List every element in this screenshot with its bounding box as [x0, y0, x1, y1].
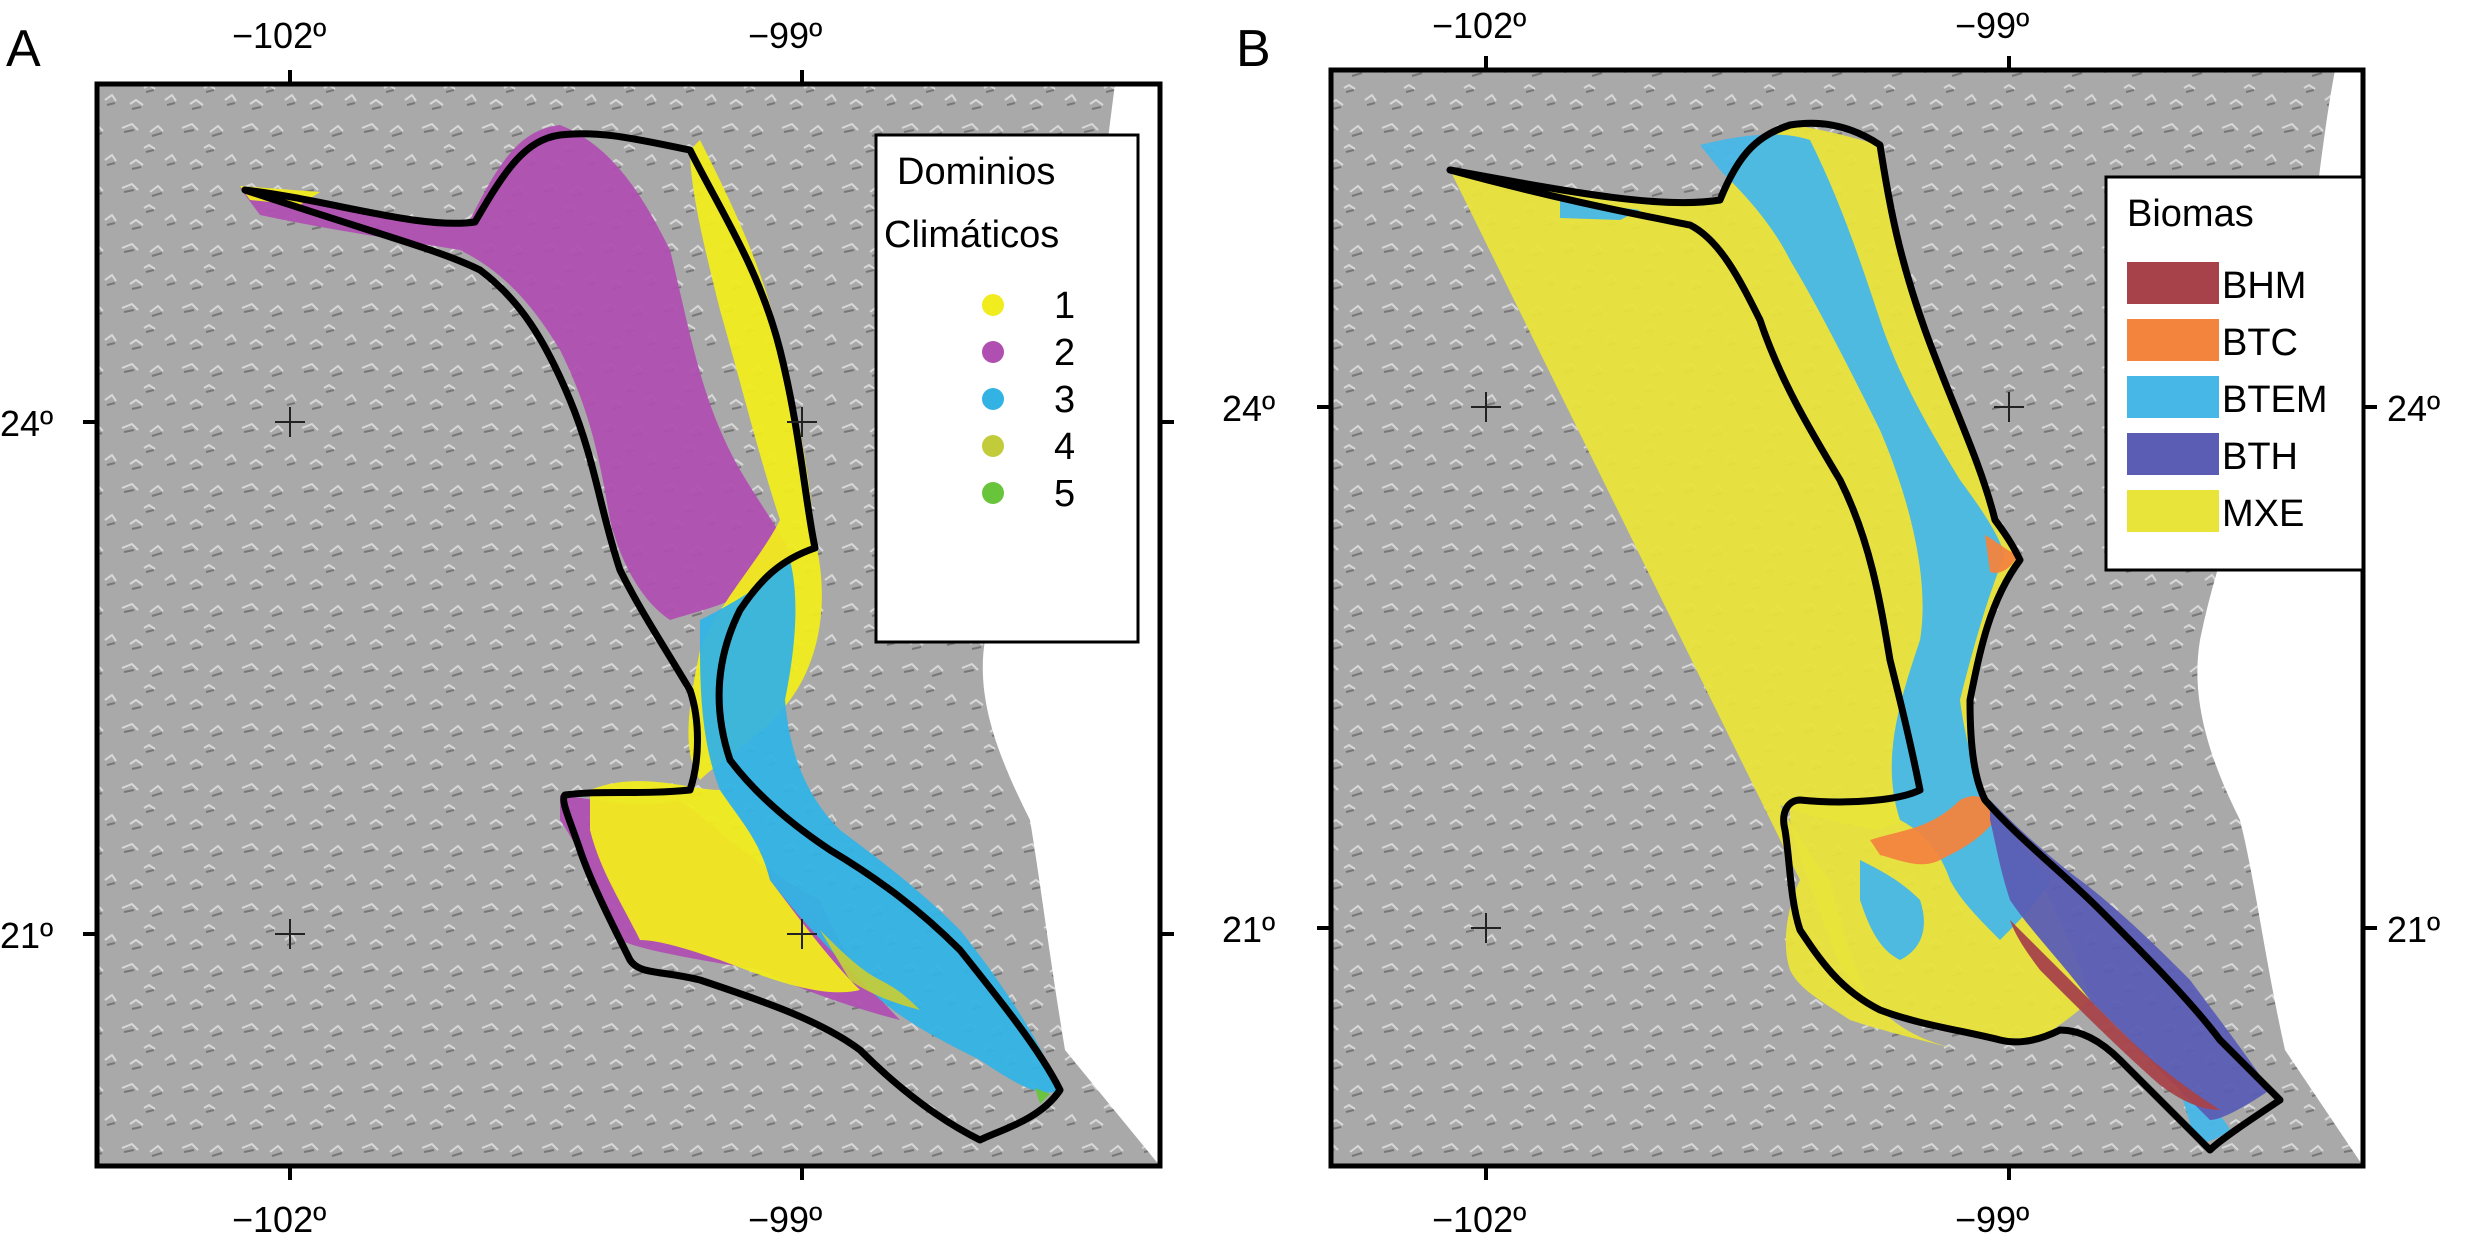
legend-swatch-mxe [2127, 490, 2219, 532]
panel-a-legend-box [874, 133, 1140, 644]
domain-5 [1035, 1088, 1050, 1104]
legend-swatch-btc [2127, 319, 2219, 361]
panel-a-bottom-tick-0: −102º [232, 1199, 326, 1240]
panel-b: B [1222, 5, 2440, 1240]
biome-btem-north [1700, 134, 2050, 941]
domain-2-north [240, 125, 790, 620]
panel-b-left-tick-0: 24º [1222, 388, 1275, 429]
panel-a-legend-items: 1 2 3 4 5 [982, 285, 1075, 515]
panel-b-tick-labels: −102º −99º −102º −99º 24º 21º 24º 21º [1222, 5, 2440, 1240]
panel-a: A [0, 15, 1174, 1240]
panel-a-frame [94, 81, 1163, 1169]
legend-label-btc: BTC [2222, 322, 2298, 364]
biome-btem-south-patch [1860, 860, 1924, 960]
panel-a-top-tick-0: −102º [232, 15, 326, 56]
panel-a-left-tick-1: 21º [0, 915, 53, 956]
legend-label-bth: BTH [2222, 436, 2298, 478]
legend-swatch-bhm [2127, 262, 2219, 304]
panel-b-legend: Biomas BHM BTC BTEM BTH MXE [2104, 175, 2365, 572]
legend-label-domain-3: 3 [1054, 379, 1075, 421]
panel-a-bottom-tick-1: −99º [748, 1199, 822, 1240]
legend-title-line1: Dominios [897, 151, 1055, 193]
panel-b-top-tick-0: −102º [1432, 5, 1526, 46]
panel-b-bottom-tick-0: −102º [1432, 1199, 1526, 1240]
panel-b-top-tick-1: −99º [1955, 5, 2029, 46]
biome-bth [1990, 800, 2270, 1120]
panel-a-legend: Dominios Climáticos 1 2 3 4 5 [874, 133, 1140, 644]
panel-b-legend-items: BHM BTC BTEM BTH MXE [2127, 262, 2328, 535]
legend-swatch-domain-4 [982, 435, 1004, 457]
panel-b-map [1331, 70, 2363, 1166]
panel-a-graticule-crosses [275, 407, 817, 949]
panel-b-bottom-tick-1: −99º [1955, 1199, 2029, 1240]
legend-swatch-domain-3 [982, 388, 1004, 410]
legend-swatch-btem [2127, 376, 2219, 418]
legend-swatch-domain-2 [982, 341, 1004, 363]
panel-a-boundary [241, 130, 1064, 1144]
panel-b-right-tick-0: 24º [2387, 388, 2440, 429]
legend-label-domain-4: 4 [1054, 426, 1075, 468]
domain-1-south [590, 781, 860, 993]
panel-a-top-tick-1: −99º [748, 15, 822, 56]
legend-label-domain-1: 1 [1054, 285, 1075, 327]
legend-swatch-domain-1 [982, 294, 1004, 316]
legend-label-btem: BTEM [2222, 379, 2328, 421]
panel-a-letter: A [6, 20, 41, 78]
panel-b-boundary [1446, 119, 2284, 1154]
panel-b-letter: B [1236, 20, 1271, 78]
legend-label-domain-5: 5 [1054, 473, 1075, 515]
panel-b-right-tick-1: 21º [2387, 909, 2440, 950]
biome-btc-south [1870, 796, 1995, 865]
panel-b-left-tick-1: 21º [1222, 909, 1275, 950]
legend-title-line2: Climáticos [884, 214, 1059, 256]
panel-a-left-tick-0: 24º [0, 403, 53, 444]
legend-b-title: Biomas [2127, 193, 2254, 235]
panel-b-tick-marks [1317, 56, 2377, 1180]
legend-label-bhm: BHM [2222, 265, 2306, 307]
panel-b-frame [1328, 67, 2366, 1169]
legend-label-mxe: MXE [2222, 493, 2304, 535]
panel-a-tick-marks [83, 70, 1174, 1180]
legend-label-domain-2: 2 [1054, 332, 1075, 374]
legend-swatch-domain-5 [982, 482, 1004, 504]
domain-4 [820, 930, 920, 1010]
panel-b-graticule-crosses [1471, 392, 2024, 943]
panel-a-tick-labels: −102º −99º −102º −99º 24º 21º [0, 15, 822, 1240]
biome-btc-north [1985, 535, 2018, 573]
legend-swatch-bth [2127, 433, 2219, 475]
